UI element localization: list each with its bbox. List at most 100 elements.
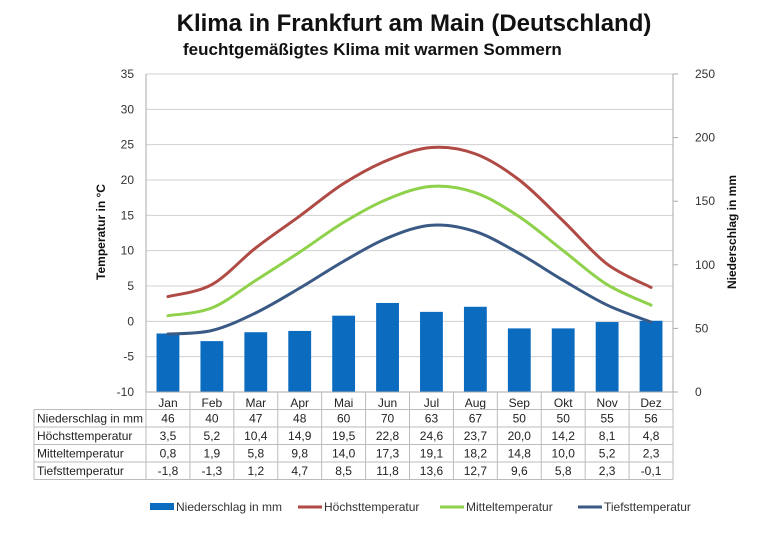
table-cell: 5,2 [204,429,221,443]
table-cell: 23,7 [464,429,488,443]
table-cell: -1,3 [202,464,223,478]
temperature-lines [166,145,653,336]
table-cell: 50 [557,412,571,426]
table-row-header: Tiefsttemperatur [37,464,124,478]
table-row-header: Mitteltemperatur [37,447,124,461]
table-cell: 14,0 [332,447,356,461]
bar-aug [463,306,487,392]
x-tick-label: Mar [245,396,266,410]
table-cell: -1,8 [158,464,179,478]
table-cell: 0,8 [160,447,177,461]
bar-nov [595,322,619,392]
x-tick-label: Aug [465,396,486,410]
y-tick-label: 0 [127,314,134,328]
table-cell: 9,8 [291,447,308,461]
bar-mai [332,315,356,392]
table-cell: 4,7 [291,464,308,478]
table-cell: -0,1 [641,464,662,478]
table-row-header: Höchsttemperatur [37,429,132,443]
y2-tick-label: 150 [695,194,715,208]
table-cell: 24,6 [420,429,444,443]
bar-apr [288,330,312,392]
table-cell: 19,5 [332,429,356,443]
y-tick-label: 35 [121,67,135,81]
table-cell: 46 [161,412,175,426]
table-cell: 56 [644,412,658,426]
table-cell: 5,2 [599,447,616,461]
table-cell: 5,8 [555,464,572,478]
table-cell: 63 [425,412,439,426]
bar-sep [507,328,531,392]
bar-jul [420,311,443,392]
y2-tick-label: 200 [695,131,715,145]
line-höchsttemperatur [166,145,653,299]
table-cell: 13,6 [420,464,444,478]
y2-tick-label: 250 [695,67,715,81]
bar-feb [200,341,224,392]
table-cell: 8,1 [599,429,616,443]
table-cell: 10,0 [552,447,576,461]
table-cell: 2,3 [643,447,660,461]
bar-jan [156,333,180,392]
x-tick-label: Apr [290,396,309,410]
y2-tick-label: 100 [695,258,715,272]
y-tick-label: 25 [121,138,135,152]
table-row-header: Niederschlag in mm [37,412,143,426]
table-cell: 40 [205,412,219,426]
table-cell: 20,0 [508,429,532,443]
table-cell: 48 [293,412,307,426]
y-tick-label: 10 [121,244,135,258]
bar-dez [639,320,663,392]
bar-okt [551,328,575,392]
y-tick-label: -10 [117,385,135,399]
table-cell: 10,4 [244,429,268,443]
table-cell: 70 [381,412,395,426]
legend-swatch [150,503,174,510]
table-cell: 3,5 [160,429,177,443]
line-tiefsttemperatur [166,223,653,336]
table-cell: 2,3 [599,464,616,478]
legend-label: Höchsttemperatur [324,500,419,514]
table-cell: 4,8 [643,429,660,443]
legend-label: Tiefsttemperatur [604,500,691,514]
table-cell: 60 [337,412,351,426]
y-tick-label: 5 [127,279,134,293]
y-tick-label: 15 [121,208,135,222]
table-cell: 55 [600,412,614,426]
legend-label: Niederschlag in mm [176,500,282,514]
table-cell: 50 [513,412,527,426]
table-cell: 18,2 [464,447,488,461]
x-tick-label: Nov [596,396,617,410]
precipitation-bars [156,302,663,392]
x-tick-label: Mai [334,396,353,410]
x-tick-label: Sep [509,396,531,410]
table-cell: 14,2 [552,429,576,443]
x-tick-label: Jan [158,396,177,410]
x-tick-label: Jun [378,396,397,410]
table-cell: 12,7 [464,464,488,478]
table-cell: 9,6 [511,464,528,478]
table-cell: 8,5 [335,464,352,478]
x-tick-label: Jul [424,396,439,410]
table-cell: 67 [469,412,483,426]
table-cell: 1,2 [247,464,264,478]
table-cell: 5,8 [247,447,264,461]
data-table: Jan Feb Mar Apr Mai Jun Jul Aug Sep Okt Nov Dez Nied… [33,392,674,480]
y-axis-label: Temperatur in °C [94,184,108,280]
chart-subtitle: feuchtgemäßigtes Klima mit warmen Sommer… [183,40,562,59]
table-cell: 17,3 [376,447,400,461]
table-cell: 14,8 [508,447,532,461]
y-tick-label: 30 [121,102,135,116]
y2-tick-label: 0 [695,385,702,399]
table-cell: 19,1 [420,447,444,461]
x-tick-label: Feb [202,396,223,410]
legend: Niederschlag in mm Höchsttemperatur Mittel… [150,500,691,514]
bar-mar [244,332,268,392]
y2-axis-label: Niederschlag in mm [725,175,739,289]
gridlines [146,73,673,393]
table-cell: 22,8 [376,429,400,443]
x-tick-label: Dez [640,396,661,410]
table-cell: 14,9 [288,429,312,443]
table-cell: 11,8 [376,464,399,478]
